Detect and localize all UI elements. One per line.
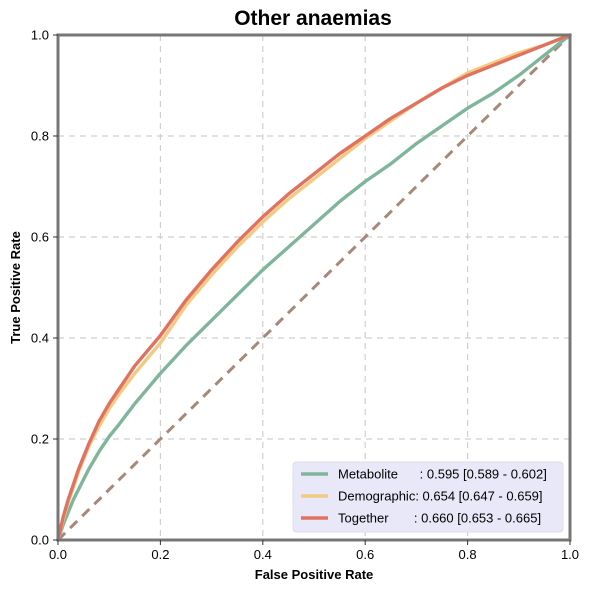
legend-entry-together: Together : 0.660 [0.653 - 0.665] [338,511,541,526]
y-tick-label: 0.2 [31,432,49,447]
x-tick-label: 0.8 [459,547,477,562]
reference-line-layer [56,33,572,542]
x-tick-label: 0.2 [151,547,169,562]
ticks: 0.0 0.2 0.4 0.6 0.8 1.0 0.0 0.2 0.4 0.6 0.8 1.0 [31,28,579,563]
y-tick-label: 1.0 [31,28,49,43]
legend: Metabolite : 0.595 [0.589 - 0.602] Demogr… [292,461,564,533]
grid [58,35,570,540]
plot-frame [56,33,572,542]
x-tick-label: 0.4 [254,547,272,562]
legend-box [292,461,564,533]
series-line-together [56,33,572,542]
y-axis-label: True Positive Rate [8,231,23,344]
series-line-metabolite [56,33,572,542]
chart-title: Other anaemias [234,7,392,30]
legend-entry-demographic: Demographic: 0.654 [0.647 - 0.659] [338,489,543,504]
chance-reference-line [56,33,572,542]
y-tick-label: 0.8 [31,129,49,144]
y-tick-label: 0.0 [31,533,49,548]
y-tick-label: 0.4 [31,331,49,346]
x-axis-label: False Positive Rate [255,567,374,582]
series-layer [56,33,572,542]
x-tick-label: 0.6 [356,547,374,562]
x-tick-label: 0.0 [49,547,67,562]
legend-entry-metabolite: Metabolite : 0.595 [0.589 - 0.602] [338,467,547,482]
x-tick-label: 1.0 [561,547,579,562]
y-tick-label: 0.6 [31,230,49,245]
